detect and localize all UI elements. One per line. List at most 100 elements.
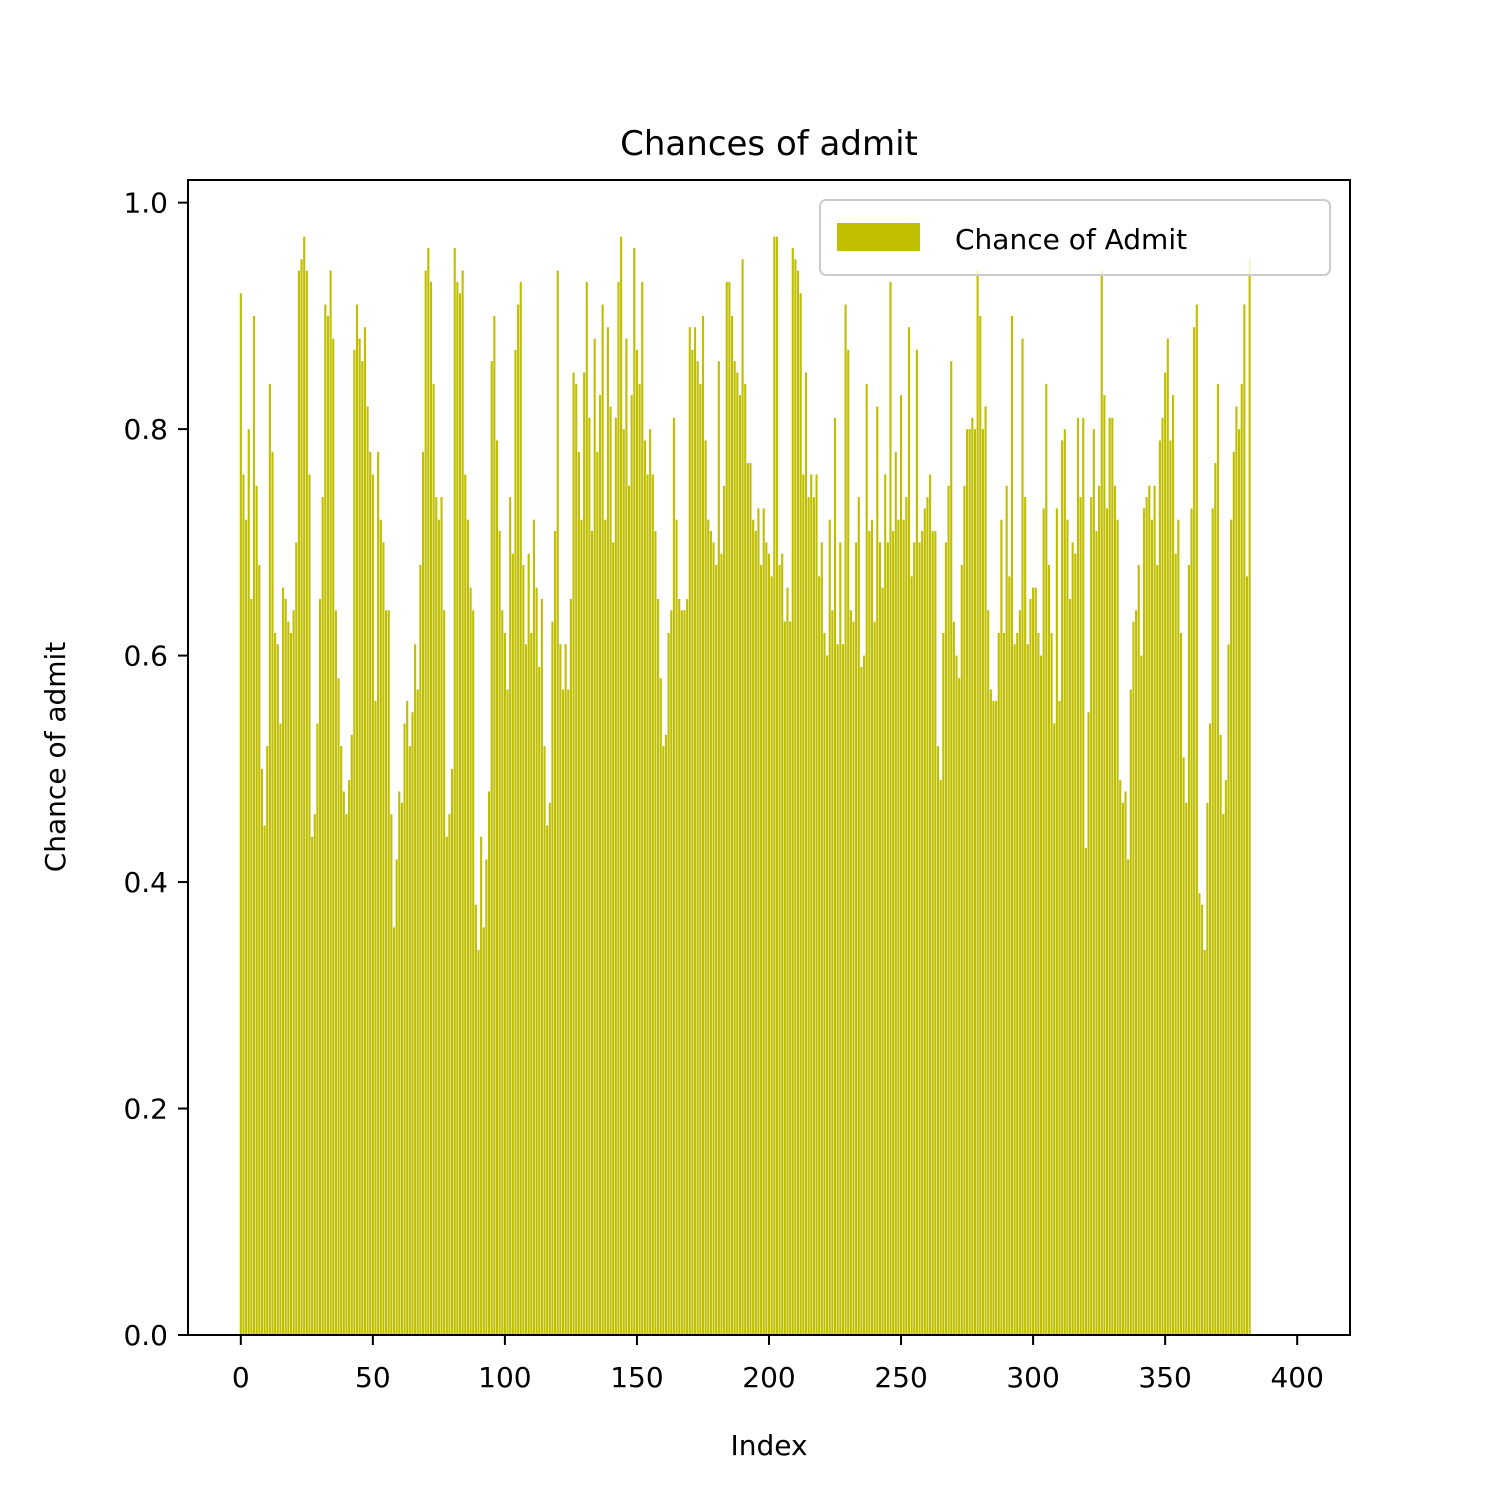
bar: [936, 746, 940, 1335]
bar: [1055, 508, 1058, 1335]
bar: [308, 474, 311, 1335]
bar: [477, 950, 480, 1335]
bar: [873, 621, 876, 1335]
bar: [855, 542, 858, 1335]
bar: [242, 474, 245, 1335]
bar: [1018, 610, 1021, 1335]
y-tick-label: 0.6: [123, 640, 168, 673]
bar: [363, 327, 366, 1336]
bar: [905, 497, 908, 1335]
bar: [411, 712, 414, 1335]
bar: [1193, 327, 1196, 1336]
bar: [250, 598, 253, 1335]
bar: [1119, 780, 1122, 1335]
bar: [432, 383, 435, 1335]
bar: [720, 553, 723, 1335]
bar: [973, 429, 977, 1335]
bar: [276, 644, 279, 1335]
bar: [649, 429, 652, 1335]
bar: [503, 632, 506, 1335]
bar: [1069, 598, 1072, 1335]
bar: [680, 610, 683, 1335]
bar: [995, 700, 998, 1335]
bar: [1084, 848, 1087, 1335]
legend-label: Chance of Admit: [955, 223, 1187, 256]
bar: [707, 519, 710, 1335]
bar: [694, 327, 697, 1336]
bar: [849, 610, 852, 1335]
bar: [274, 632, 277, 1335]
bar: [704, 440, 707, 1335]
bar: [881, 587, 884, 1335]
bar: [635, 349, 639, 1336]
bar: [823, 632, 826, 1335]
bar: [876, 406, 879, 1336]
bar: [1111, 417, 1114, 1335]
bar: [355, 304, 359, 1335]
bar: [963, 485, 966, 1335]
bar: [252, 315, 256, 1335]
bars-group: [239, 236, 1251, 1336]
x-tick-label: 400: [1270, 1361, 1323, 1394]
bar: [1148, 485, 1151, 1335]
bar: [588, 417, 591, 1335]
bar: [424, 270, 427, 1336]
bar: [931, 531, 934, 1335]
bar: [342, 791, 345, 1335]
bar: [469, 587, 472, 1335]
bar: [247, 429, 250, 1335]
bar: [863, 655, 866, 1335]
x-tick-label: 0: [232, 1361, 250, 1394]
bar: [802, 474, 805, 1335]
bar: [1021, 338, 1024, 1335]
legend-swatch: [837, 223, 920, 251]
bar: [366, 406, 369, 1336]
bar: [686, 598, 689, 1335]
bar: [1206, 802, 1209, 1335]
bar: [1219, 734, 1222, 1335]
bar: [696, 361, 699, 1335]
bar: [971, 417, 974, 1335]
bar: [725, 281, 728, 1335]
y-axis-ticks: 0.0 0.2 0.4 0.6 0.8 1.0: [123, 187, 188, 1352]
bar: [300, 259, 303, 1335]
bar: [831, 610, 834, 1335]
bar: [474, 904, 477, 1335]
bar: [770, 576, 773, 1335]
bar: [878, 542, 881, 1335]
bar: [598, 395, 602, 1335]
x-tick-label: 300: [1006, 1361, 1059, 1394]
bar: [379, 519, 382, 1335]
bar: [897, 519, 900, 1335]
bar: [1082, 417, 1085, 1335]
bar: [535, 587, 538, 1335]
bar: [804, 372, 808, 1335]
bar: [818, 576, 821, 1335]
bar: [532, 519, 536, 1335]
bar: [345, 814, 348, 1335]
bar: [527, 553, 530, 1335]
bar: [506, 689, 509, 1335]
bar: [1211, 508, 1214, 1335]
bar: [1087, 712, 1090, 1335]
bar: [295, 542, 298, 1335]
bar: [625, 338, 628, 1335]
bar: [400, 802, 403, 1335]
bar: [258, 565, 261, 1335]
bar: [892, 531, 895, 1335]
y-tick-label: 0.2: [123, 1093, 168, 1126]
bar: [678, 598, 681, 1335]
bar: [387, 610, 390, 1335]
bar: [427, 247, 430, 1336]
bar: [641, 281, 644, 1335]
bar: [691, 349, 694, 1336]
bar: [723, 485, 726, 1335]
bar: [456, 281, 459, 1335]
bar: [445, 836, 448, 1335]
bar: [406, 700, 409, 1335]
bar: [440, 497, 443, 1335]
bar: [976, 270, 979, 1336]
bar: [509, 497, 512, 1335]
bar: [371, 474, 374, 1335]
